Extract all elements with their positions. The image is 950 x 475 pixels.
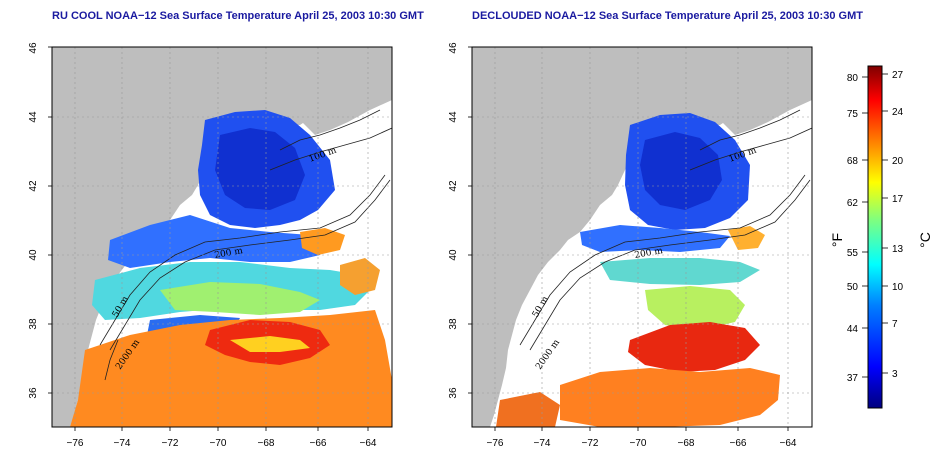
bathymetry-contours [519,109,812,351]
sst-dark-blue [640,132,722,210]
sst-orange-sw [496,392,560,427]
lon-tick: −68 [678,438,695,449]
right-lon-axis: −76 −74 −72 −70 −68 −66 −64 [487,438,797,449]
lon-tick: −70 [210,438,227,449]
colorbar-c-tick: 13 [892,244,904,255]
lat-tick: 42 [448,180,459,192]
lon-tick: −72 [162,438,179,449]
left-panel-title: RU COOL NOAA−12 Sea Surface Temperature … [52,10,424,22]
sst-green-band [160,282,320,315]
right-lat-axis: 46 44 42 40 38 36 [448,42,459,399]
lon-tick: −66 [730,438,747,449]
left-frame [51,46,393,428]
right-map: 100 m 200 m 50 m 2000 m [472,47,812,427]
grid-lines-left [52,47,392,427]
sst-orange-region [560,368,780,427]
colorbar-c-tick: 3 [892,369,898,380]
lat-tick: 42 [28,180,39,192]
sst-cyan-band [600,258,760,285]
lon-tick: −64 [780,438,797,449]
lon-tick: −76 [487,438,504,449]
nova-scotia [720,70,812,135]
lon-tick: −76 [67,438,84,449]
colorbar-f-tick: 50 [847,282,859,293]
sst-orange-patch [728,226,765,250]
lat-tick: 38 [448,318,459,330]
grid-lines-right [472,47,812,427]
nova-scotia [300,70,392,135]
left-lat-axis: 46 44 42 40 38 36 [28,42,39,399]
lon-tick: −74 [534,438,551,449]
right-frame [471,46,813,428]
axis-tick-marks [48,46,789,431]
lon-tick: −68 [258,438,275,449]
colorbar-f-tick: 55 [847,248,859,259]
colorbar-c-tick: 27 [892,70,904,81]
left-map: 100 m 200 m 50 m 2000 m [52,47,392,427]
right-panel-title: DECLOUDED NOAA−12 Sea Surface Temperatur… [472,10,863,22]
lon-tick: −74 [114,438,131,449]
lon-tick: −72 [582,438,599,449]
celsius-unit-label: °C [917,232,933,248]
colorbar-c-tick: 17 [892,194,904,205]
lat-tick: 36 [448,387,459,399]
colorbar-f-tick: 75 [847,109,859,120]
lon-tick: −66 [310,438,327,449]
sst-warm-patch [300,228,345,255]
lat-tick: 44 [28,111,39,123]
colorbar-gradient [867,65,883,409]
left-lon-axis: −76 −74 −72 −70 −68 −66 −64 [67,438,377,449]
colorbar-f-tick: 62 [847,198,859,209]
lat-tick: 38 [28,318,39,330]
colorbar-f-tick: 80 [847,73,859,84]
lat-tick: 36 [28,387,39,399]
lat-tick: 40 [28,249,39,261]
colorbar-c-tick: 10 [892,282,904,293]
lat-tick: 40 [448,249,459,261]
lat-tick: 46 [448,42,459,54]
lon-tick: −70 [630,438,647,449]
land-mass [472,47,812,427]
colorbar-c-tick: 7 [892,319,898,330]
colorbar-c-tick: 20 [892,156,904,167]
lat-tick: 44 [448,111,459,123]
bathymetry-contours [99,109,392,381]
colorbar-f-tick: 37 [847,373,859,384]
sst-orange-ne [340,258,380,295]
fahrenheit-unit-label: °F [829,233,845,247]
lat-tick: 46 [28,42,39,54]
colorbar-c-tick: 24 [892,107,904,118]
svg-text:200 m: 200 m [214,246,244,261]
colorbar: 80 75 68 62 55 50 44 37 27 24 20 17 13 1… [829,65,933,409]
svg-text:200 m: 200 m [634,246,664,261]
colorbar-f-tick: 68 [847,156,859,167]
land-mass [52,47,392,427]
lon-tick: −64 [360,438,377,449]
sst-green-band [645,286,745,330]
sst-yellow-filament [230,336,310,352]
sst-red-eddy [628,322,760,372]
colorbar-f-tick: 44 [847,324,859,335]
